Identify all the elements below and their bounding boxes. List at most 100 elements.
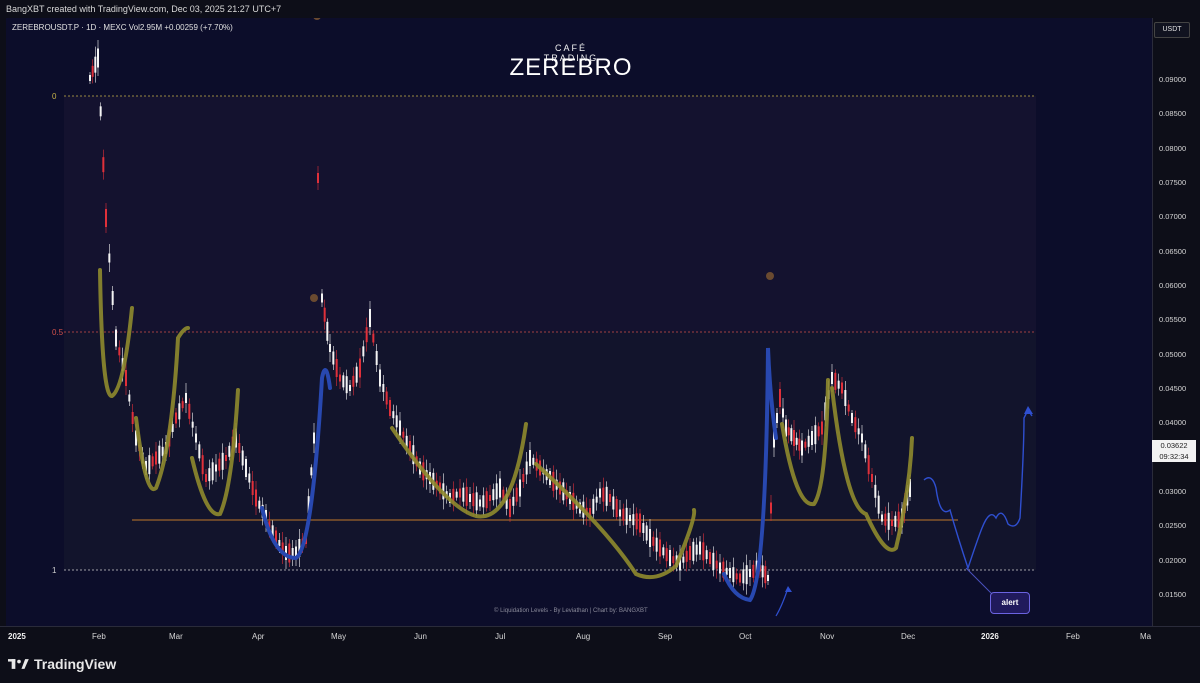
candle-body [632, 514, 635, 526]
candle-body [495, 483, 498, 500]
current-price-tag: 0.03622 09:32:34 [1152, 440, 1196, 462]
candle-body [662, 547, 665, 556]
candle-body [158, 445, 161, 464]
candle-body [695, 544, 698, 555]
price-label: 0.07500 [1159, 178, 1187, 187]
candle-body [385, 391, 388, 405]
candle-body [655, 537, 658, 552]
candle-body [881, 514, 883, 522]
candle-body [712, 552, 715, 570]
candle-body [94, 56, 97, 73]
fib-label-1: 1 [52, 566, 57, 575]
currency-unit[interactable]: USDT [1154, 22, 1190, 38]
candle-body [857, 428, 860, 435]
time-label: Jun [414, 632, 427, 641]
price-label: 0.09000 [1159, 75, 1187, 84]
candle-body [455, 491, 458, 498]
candle-body [291, 548, 294, 558]
candle-body [409, 441, 411, 455]
fib-label-0: 0 [52, 92, 57, 101]
candle-body [208, 468, 211, 482]
marker-dot [310, 294, 318, 302]
candle-body [241, 450, 244, 466]
candle-body [268, 521, 271, 529]
brand-title: ZEREBRO [509, 54, 633, 81]
candle-body [745, 565, 748, 585]
candle-body [595, 496, 598, 503]
candle-body [807, 435, 810, 447]
candle-body [151, 456, 154, 467]
candle-body [89, 75, 91, 81]
candle-body [489, 495, 491, 501]
candle-body [776, 413, 778, 423]
candle-body [612, 496, 615, 510]
candle-body [692, 541, 695, 561]
price-label: 0.01500 [1159, 590, 1187, 599]
candle-body [295, 546, 297, 560]
candle-body [105, 209, 107, 227]
candle-body [275, 530, 277, 546]
candle-body [519, 479, 521, 497]
time-axis[interactable]: 2025 Feb Mar Apr May Jun Jul Aug Sep Oct… [0, 626, 1200, 645]
candle-body [198, 444, 201, 459]
candle-body [659, 539, 661, 557]
candle-body [887, 512, 890, 530]
candle-body [91, 65, 94, 77]
candle-body [317, 173, 319, 183]
candle-body [155, 451, 157, 465]
candle-body [672, 556, 675, 564]
candle-body [178, 403, 181, 420]
candle-body [532, 457, 535, 465]
chart-watermark: © Liquidation Levels - By Leviathan | Ch… [494, 608, 648, 614]
candle-body [171, 424, 174, 432]
candle-body [369, 309, 371, 327]
candle-body [685, 550, 688, 562]
candle-body [837, 380, 840, 389]
candle-body [395, 415, 398, 428]
candle-body [735, 573, 738, 580]
candle-body [248, 473, 251, 483]
candle-body [761, 565, 764, 578]
time-label: May [331, 632, 347, 641]
current-price: 0.03622 [1160, 441, 1188, 450]
candle-body [228, 445, 231, 457]
candle-body [102, 157, 105, 173]
price-axis[interactable]: 0.09000 0.08500 0.08000 0.07500 0.07000 … [1152, 18, 1200, 626]
candle-body [525, 461, 528, 475]
candle-body [770, 502, 772, 514]
candle-body [599, 488, 601, 498]
candle-body [335, 359, 338, 377]
candle-body [635, 513, 638, 530]
chart-area[interactable]: ZEREBROUSDT.P · 1D · MEXC Vol2.95M +0.00… [6, 18, 1152, 626]
candle-body [352, 375, 355, 387]
alert-badge[interactable]: alert [990, 592, 1030, 614]
candle-body [795, 437, 798, 445]
marker-dot [313, 18, 321, 20]
candle-body [739, 573, 741, 583]
candle-body [867, 455, 870, 475]
candle-body [482, 495, 485, 508]
candle-body [649, 529, 651, 547]
fib-zone-upper [64, 96, 1036, 332]
candle-body [342, 375, 345, 388]
candle-body [665, 548, 668, 562]
candle-body [389, 400, 391, 416]
candle-body [793, 430, 795, 446]
candle-body [841, 382, 843, 394]
candle-body [719, 562, 721, 574]
candle-body [874, 484, 877, 498]
candle-body [821, 421, 823, 435]
candle-body [844, 390, 847, 406]
candle-body [609, 494, 611, 502]
price-label: 0.06500 [1159, 247, 1187, 256]
symbol-legend[interactable]: ZEREBROUSDT.P · 1D · MEXC Vol2.95M +0.00… [12, 23, 233, 32]
candle-body [702, 542, 705, 561]
projection-path [923, 408, 1033, 571]
footer: TradingView [0, 644, 1200, 683]
candle-body [258, 500, 261, 509]
tradingview-logo[interactable]: TradingView [8, 656, 116, 672]
swing-curves [98, 268, 914, 580]
candle-body [509, 499, 511, 517]
candle-body [767, 575, 769, 581]
candle-body [785, 419, 787, 437]
